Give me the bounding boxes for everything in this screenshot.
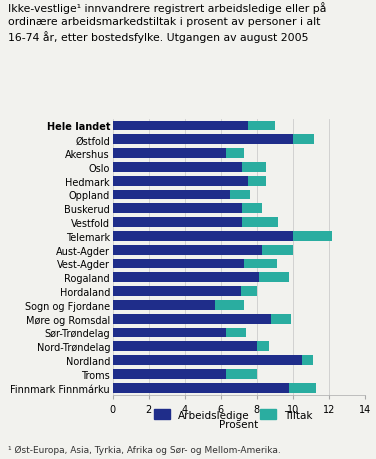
Bar (226, 328, 246, 337)
Bar (243, 218, 278, 227)
Bar (113, 218, 243, 227)
Bar (248, 176, 266, 186)
Bar (113, 259, 244, 269)
Bar (215, 300, 244, 310)
X-axis label: Prosent: Prosent (219, 419, 258, 429)
Text: Ikke-vestlige¹ innvandrere registrert arbeidsledige eller på
ordinære arbeidsmar: Ikke-vestlige¹ innvandrere registrert ar… (8, 2, 326, 43)
Bar (113, 300, 215, 310)
Bar (113, 286, 241, 297)
Bar (113, 204, 243, 213)
Bar (271, 314, 291, 324)
Bar (226, 149, 244, 158)
Bar (248, 121, 275, 131)
Bar (113, 341, 257, 352)
Text: ¹ Øst-Europa, Asia, Tyrkia, Afrika og Sør- og Mellom-Amerika.: ¹ Øst-Europa, Asia, Tyrkia, Afrika og Sø… (8, 445, 280, 454)
Bar (113, 383, 289, 392)
Legend: Arbeidsledige, Tiltak: Arbeidsledige, Tiltak (150, 405, 317, 424)
Bar (226, 369, 257, 379)
Bar (302, 355, 312, 365)
Bar (113, 135, 293, 145)
Bar (262, 245, 293, 255)
Bar (243, 204, 262, 213)
Bar (241, 286, 257, 297)
Bar (113, 176, 248, 186)
Bar (293, 135, 314, 145)
Bar (243, 162, 266, 172)
Bar (113, 273, 259, 282)
Bar (244, 259, 276, 269)
Bar (113, 231, 293, 241)
Bar (113, 355, 302, 365)
Bar (113, 314, 271, 324)
Bar (293, 231, 332, 241)
Bar (113, 162, 243, 172)
Bar (289, 383, 316, 392)
Bar (113, 369, 226, 379)
Bar (113, 190, 230, 200)
Bar (113, 328, 226, 337)
Bar (113, 121, 248, 131)
Bar (259, 273, 289, 282)
Bar (113, 149, 226, 158)
Bar (113, 245, 262, 255)
Bar (230, 190, 250, 200)
Bar (257, 341, 269, 352)
